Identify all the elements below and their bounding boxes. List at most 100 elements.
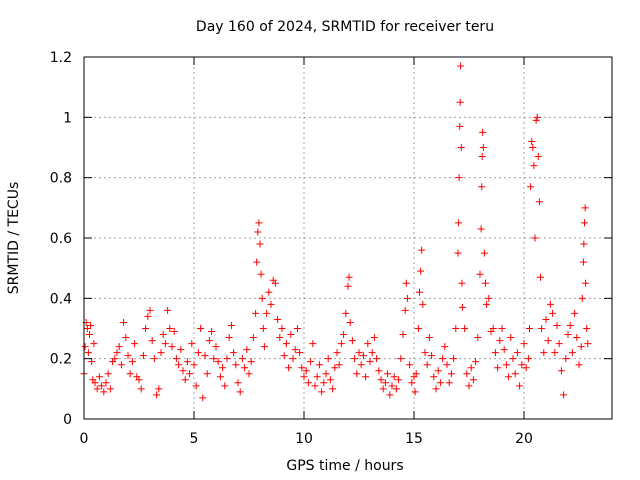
data-point [106, 385, 114, 393]
data-point [359, 352, 367, 360]
data-point [456, 98, 464, 106]
data-point [256, 240, 264, 248]
data-point [159, 331, 167, 339]
data-point [452, 325, 460, 332]
data-point [368, 349, 376, 357]
x-tick-label: 5 [190, 431, 199, 447]
data-point [216, 373, 224, 381]
data-point [403, 294, 411, 302]
data-point [516, 382, 524, 390]
data-points [80, 62, 592, 402]
data-point [90, 340, 98, 348]
data-point [474, 334, 482, 342]
data-point [577, 343, 585, 351]
data-point [289, 355, 297, 363]
data-point [135, 376, 143, 384]
data-point [83, 325, 91, 332]
data-point [522, 364, 530, 372]
data-point [203, 370, 211, 378]
data-point [282, 340, 290, 348]
data-point [161, 340, 169, 348]
data-point [412, 370, 420, 378]
data-point [210, 355, 218, 363]
data-point [245, 370, 253, 378]
data-point [188, 340, 196, 348]
data-point [87, 321, 95, 329]
data-point [183, 358, 191, 366]
data-point [526, 325, 533, 332]
y-tick-label: 0.6 [50, 231, 72, 247]
data-point [419, 300, 427, 308]
data-point [355, 349, 363, 357]
data-point [461, 325, 469, 332]
data-point [120, 318, 128, 326]
data-point [199, 394, 207, 402]
data-point [276, 334, 284, 342]
data-point [520, 340, 528, 348]
data-point [170, 328, 178, 336]
data-point [455, 174, 463, 182]
data-point [315, 361, 323, 369]
data-point [267, 300, 275, 308]
grid-lines [84, 57, 612, 419]
data-point [434, 367, 442, 375]
data-point [485, 294, 493, 302]
data-point [494, 364, 502, 372]
data-point [439, 355, 447, 363]
x-axis-label: GPS time / hours [286, 458, 403, 474]
data-point [249, 334, 257, 342]
data-point [370, 334, 378, 342]
data-point [408, 379, 416, 387]
data-point [580, 240, 588, 248]
data-point [337, 340, 345, 348]
data-point [513, 349, 521, 357]
data-point [168, 343, 176, 351]
x-tick-label: 10 [295, 431, 313, 447]
data-point [285, 364, 293, 372]
data-point [157, 349, 165, 357]
data-point [584, 340, 592, 348]
data-point [568, 349, 576, 357]
data-point [583, 325, 591, 332]
data-point [498, 325, 506, 332]
data-point [280, 352, 288, 360]
data-point [243, 346, 251, 354]
data-point [553, 321, 561, 329]
data-point [181, 376, 189, 384]
data-point [225, 334, 233, 342]
data-point [293, 325, 301, 332]
data-point [232, 361, 240, 369]
data-point [326, 376, 334, 384]
data-point [144, 312, 152, 320]
data-point [258, 294, 266, 302]
data-point [300, 373, 308, 381]
data-point [447, 370, 455, 378]
data-point [399, 331, 407, 339]
data-point [538, 325, 546, 332]
data-point [320, 379, 328, 387]
data-point [351, 355, 359, 363]
data-point [529, 144, 537, 151]
data-point [221, 382, 229, 390]
data-point [544, 337, 552, 345]
data-point [477, 225, 485, 233]
data-point [423, 361, 431, 369]
data-point [177, 346, 185, 354]
y-tick-label: 1 [63, 110, 72, 126]
data-point [491, 349, 499, 357]
data-point [527, 183, 535, 191]
data-point [236, 388, 244, 396]
data-point [386, 391, 394, 399]
data-point [255, 219, 263, 227]
data-point [313, 373, 321, 381]
data-point [254, 228, 262, 236]
data-point [98, 382, 106, 390]
data-point [381, 379, 389, 387]
data-point [581, 204, 589, 212]
data-point [348, 337, 356, 345]
data-point [560, 391, 568, 399]
data-point [436, 379, 444, 387]
data-point [482, 279, 489, 287]
data-point [366, 358, 374, 366]
data-point [418, 246, 426, 254]
